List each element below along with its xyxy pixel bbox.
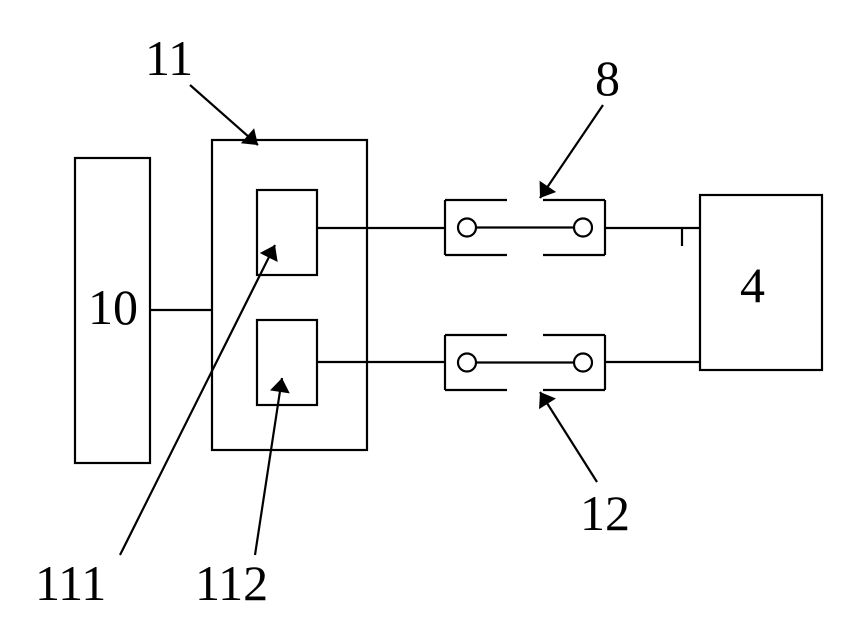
label-10: 10 (88, 279, 138, 335)
pointer-12-head (539, 392, 556, 409)
connector-12-pin-left (458, 354, 476, 372)
label-111: 111 (35, 555, 106, 611)
block-11 (212, 140, 367, 450)
connector-8-pin-right (574, 219, 592, 237)
label-4: 4 (740, 257, 765, 313)
pointer-8-shaft (540, 105, 603, 198)
label-112: 112 (195, 555, 268, 611)
label-8: 8 (595, 50, 620, 106)
pointer-111-shaft (120, 245, 275, 555)
pointer-8-head (540, 181, 557, 198)
schematic-diagram: 10111111128124 (0, 0, 865, 631)
pointer-112-head (270, 378, 290, 393)
label-11: 11 (145, 30, 193, 86)
connector-12-pin-right (574, 354, 592, 372)
pointer-12-shaft (540, 392, 597, 482)
connector-8-pin-left (458, 219, 476, 237)
label-12: 12 (580, 485, 630, 541)
